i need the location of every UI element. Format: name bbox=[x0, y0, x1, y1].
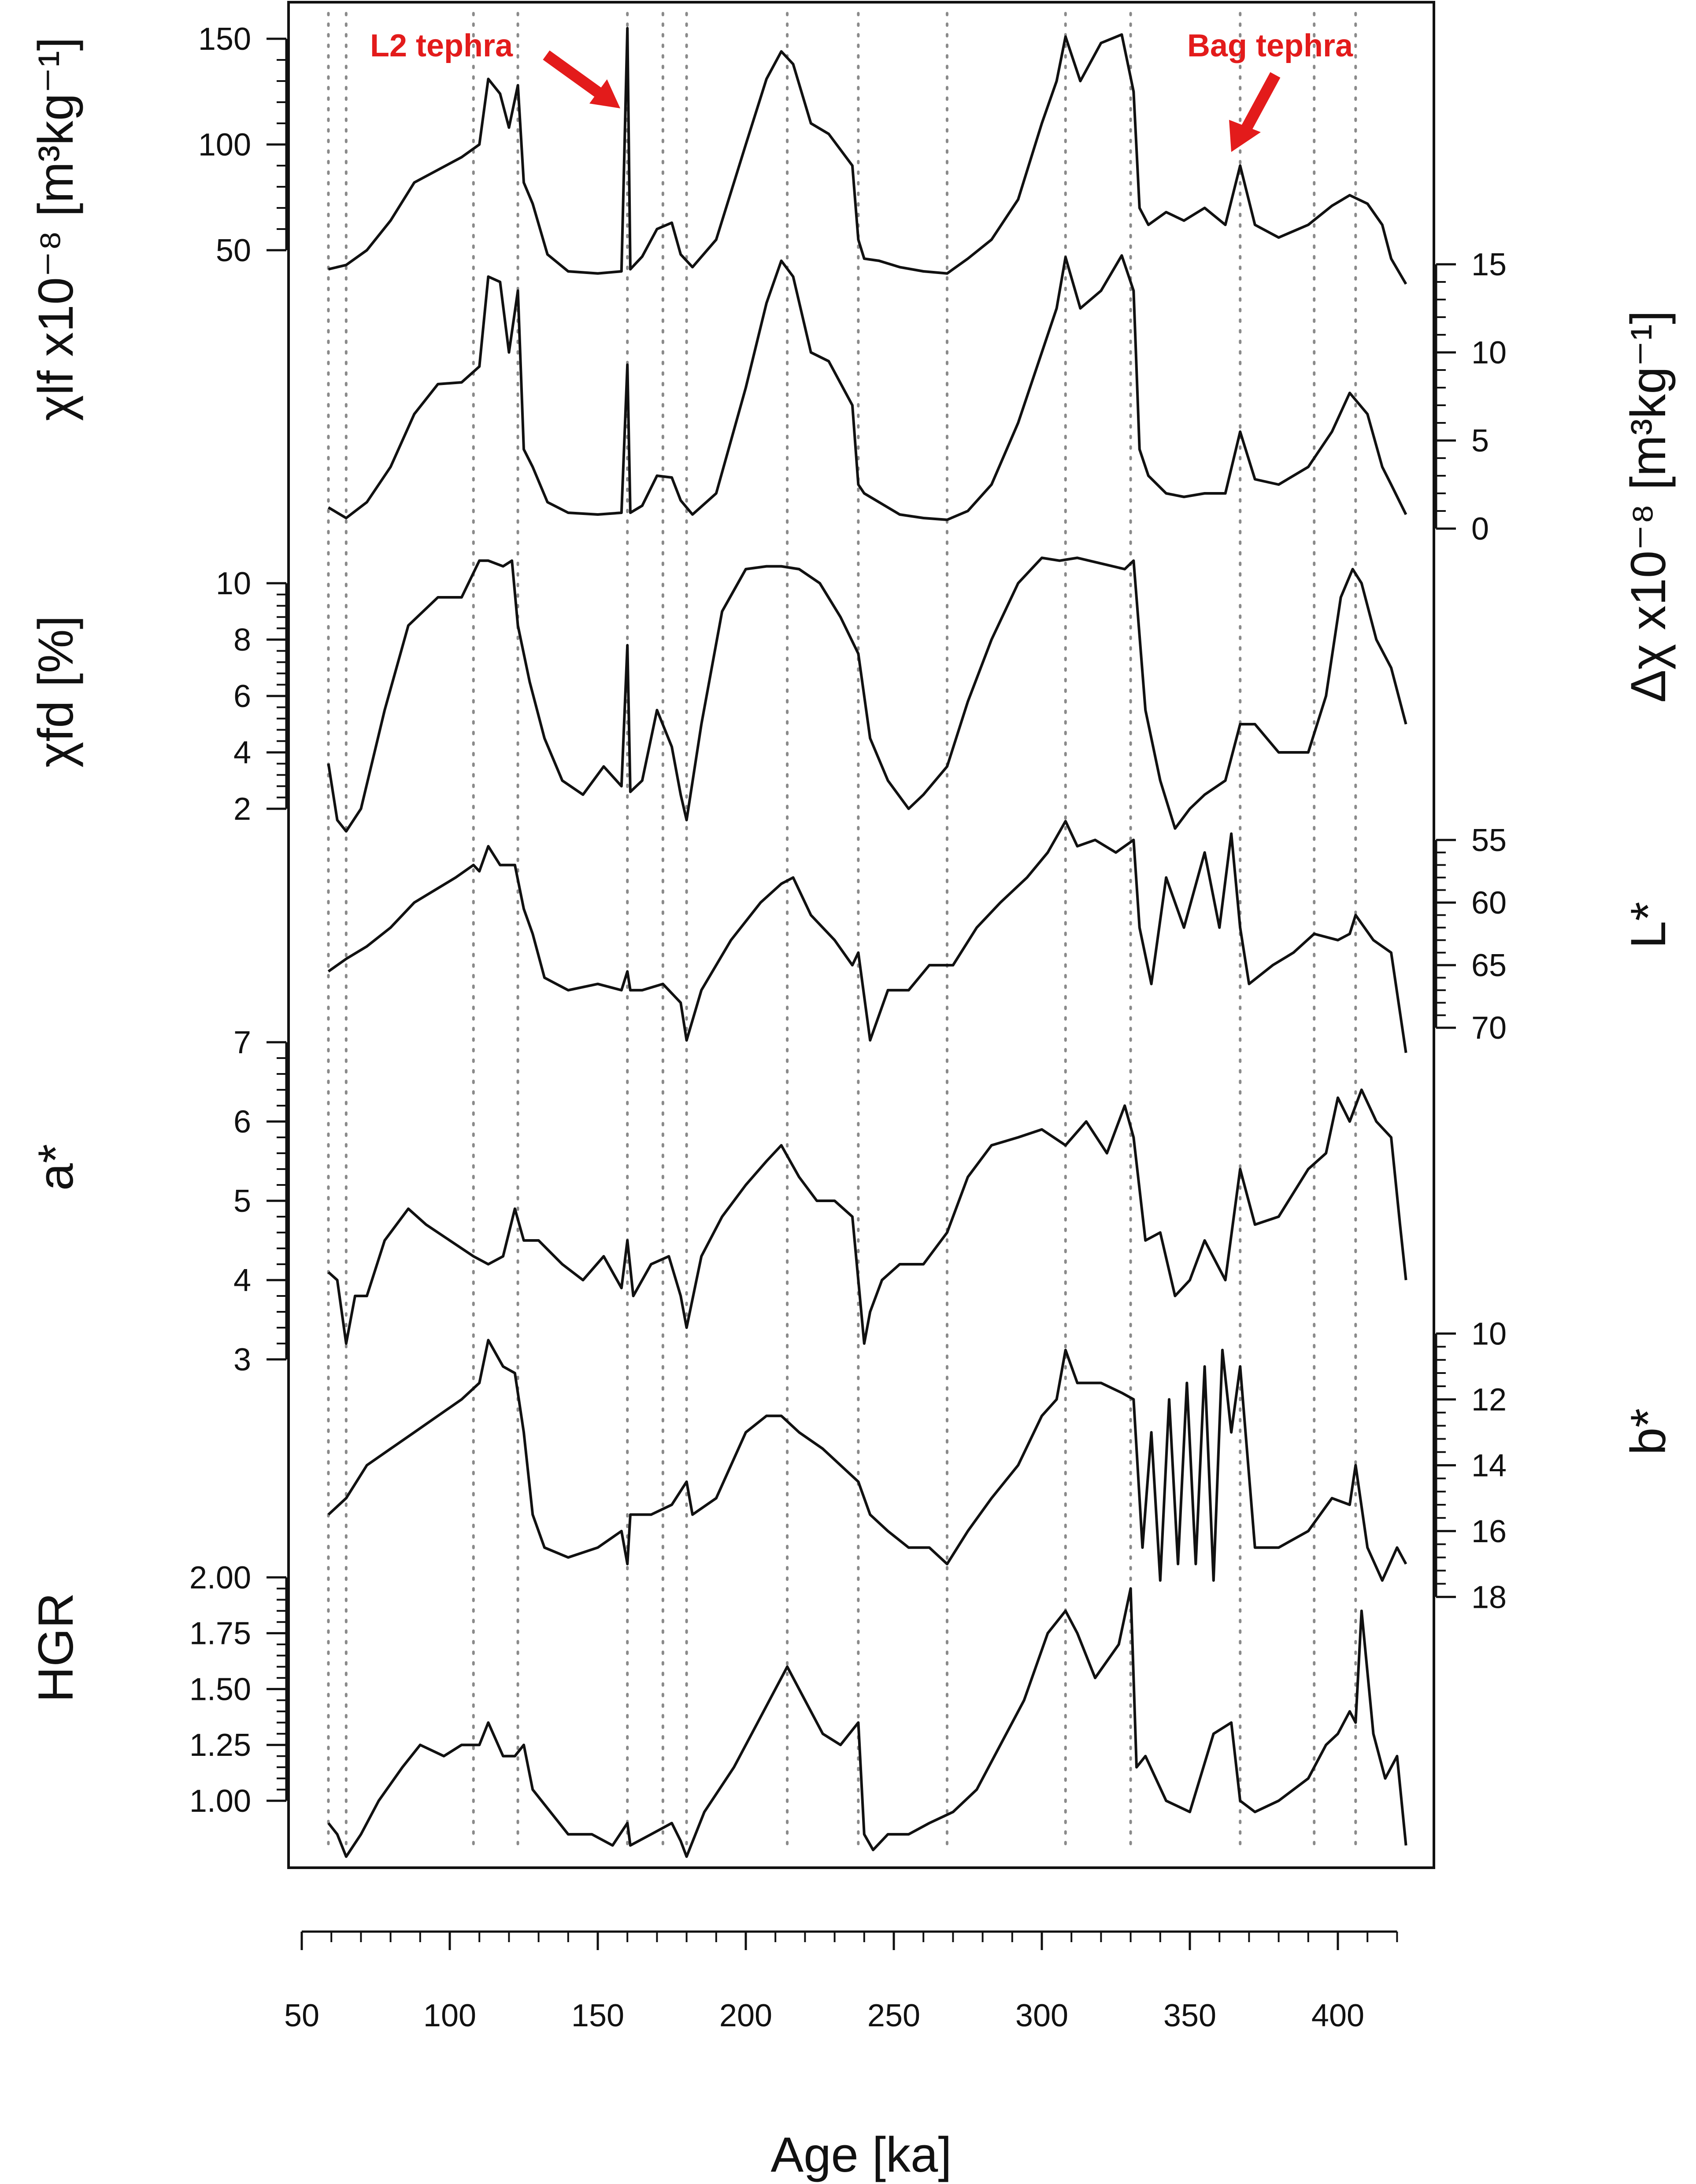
y-tick-label-a_star: 6 bbox=[233, 1104, 251, 1140]
annotation-bag-tephra-label: Bag tephra bbox=[1187, 28, 1353, 63]
x-tick-label: 400 bbox=[1311, 1998, 1364, 2033]
y-axis-title-b-star: b* bbox=[1621, 1408, 1676, 1455]
y-tick-label-delta_chi: 0 bbox=[1471, 511, 1489, 547]
y-axis-title-hgr: HGR bbox=[28, 1593, 83, 1703]
series-line-b_star bbox=[327, 1339, 1407, 1582]
y-tick-label-chi_fd: 10 bbox=[216, 566, 251, 601]
annotation-bag-tephra-arrowhead bbox=[1229, 120, 1261, 152]
y-tick-label-HGR: 1.00 bbox=[189, 1784, 251, 1819]
x-tick-label: 100 bbox=[423, 1998, 476, 2033]
y-axis-title-chi-fd: χfd [%] bbox=[28, 615, 83, 767]
plot-frame bbox=[287, 1, 1435, 1869]
y-tick-label-delta_chi: 5 bbox=[1471, 423, 1489, 459]
y-tick-label-chi_lf: 150 bbox=[198, 22, 251, 57]
y-tick-label-chi_lf: 100 bbox=[198, 127, 251, 163]
y-axis-title-l-star: L* bbox=[1621, 902, 1676, 948]
y-tick-label-delta_chi: 15 bbox=[1471, 247, 1507, 282]
y-tick-label-chi_fd: 2 bbox=[233, 792, 251, 827]
y-tick-label-L_star: 60 bbox=[1471, 885, 1507, 921]
annotation-l2-tephra: L2 tephra bbox=[370, 28, 620, 108]
y-tick-label-L_star: 55 bbox=[1471, 823, 1507, 858]
y-axis-title-chi-lf: χlf x10⁻⁸ [m³kg⁻¹] bbox=[28, 37, 83, 421]
x-tick-label: 150 bbox=[571, 1998, 624, 2033]
annotation-bag-tephra-arrow-shaft bbox=[1241, 72, 1281, 131]
x-tick-label: 250 bbox=[867, 1998, 920, 2033]
y-tick-label-L_star: 70 bbox=[1471, 1011, 1507, 1046]
series-line-HGR bbox=[327, 1587, 1407, 1858]
x-tick-label: 300 bbox=[1015, 1998, 1068, 2033]
y-tick-label-HGR: 1.50 bbox=[189, 1672, 251, 1707]
y-tick-label-a_star: 3 bbox=[233, 1342, 251, 1377]
y-tick-label-HGR: 1.75 bbox=[189, 1616, 251, 1651]
y-tick-label-a_star: 4 bbox=[233, 1263, 251, 1298]
annotation-l2-tephra-arrow-shaft bbox=[543, 50, 605, 100]
x-tick-label: 350 bbox=[1163, 1998, 1216, 2033]
y-tick-label-HGR: 1.25 bbox=[189, 1728, 251, 1763]
y-tick-label-b_star: 16 bbox=[1471, 1514, 1507, 1549]
annotation-l2-tephra-label: L2 tephra bbox=[370, 28, 513, 63]
y-tick-label-b_star: 18 bbox=[1471, 1580, 1507, 1615]
y-tick-label-chi_fd: 6 bbox=[233, 679, 251, 714]
y-tick-label-a_star: 5 bbox=[233, 1184, 251, 1219]
axes-group: 50 100 150 200 250 300 350 400 50 100 150 0 5 10 15 2 4 6… bbox=[189, 22, 1507, 2033]
x-tick-label: 200 bbox=[719, 1998, 772, 2033]
y-axis-title-a-star: a* bbox=[28, 1144, 83, 1191]
series-group bbox=[327, 27, 1407, 1858]
y-tick-label-b_star: 10 bbox=[1471, 1316, 1507, 1351]
series-line-a_star bbox=[327, 1088, 1407, 1345]
y-tick-label-b_star: 14 bbox=[1471, 1448, 1507, 1483]
series-line-L_star bbox=[327, 820, 1407, 1053]
annotation-l2-tephra-arrowhead bbox=[589, 79, 620, 108]
y-tick-label-delta_chi: 10 bbox=[1471, 335, 1507, 370]
y-tick-label-chi_lf: 50 bbox=[216, 233, 251, 268]
series-line-chi_fd bbox=[327, 556, 1407, 833]
x-tick-label: 50 bbox=[284, 1998, 319, 2033]
y-axis-title-delta-chi: Δχ x10⁻⁸ [m³kg⁻¹] bbox=[1621, 311, 1676, 703]
series-line-delta_chi bbox=[327, 254, 1407, 521]
x-axis-title: Age [ka] bbox=[771, 2127, 952, 2182]
y-tick-label-a_star: 7 bbox=[233, 1025, 251, 1060]
annotation-bag-tephra: Bag tephra bbox=[1187, 28, 1353, 152]
y-tick-label-HGR: 2.00 bbox=[189, 1560, 251, 1595]
y-tick-label-L_star: 65 bbox=[1471, 948, 1507, 983]
y-tick-label-b_star: 12 bbox=[1471, 1382, 1507, 1418]
y-tick-label-chi_fd: 4 bbox=[233, 735, 251, 770]
y-tick-label-chi_fd: 8 bbox=[233, 622, 251, 658]
series-line-chi_lf bbox=[328, 27, 1407, 285]
